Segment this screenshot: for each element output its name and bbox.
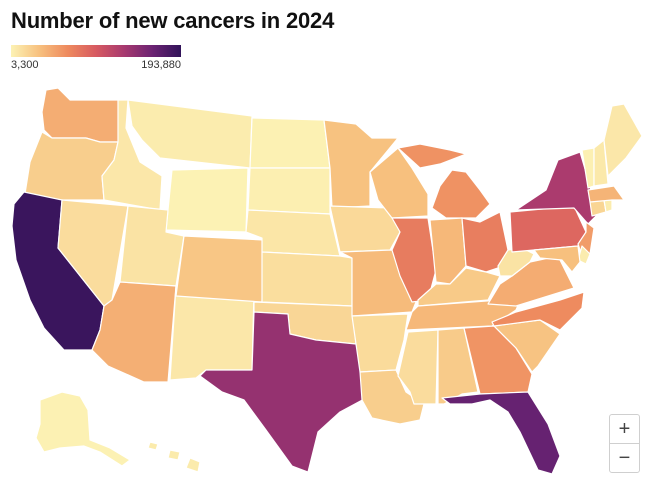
state-pennsylvania[interactable]	[509, 205, 587, 253]
state-north-carolina[interactable]	[491, 291, 585, 331]
state-new-hampshire[interactable]	[593, 139, 609, 187]
state-montana[interactable]	[127, 99, 253, 169]
state-connecticut[interactable]	[589, 199, 607, 217]
map-title: Number of new cancers in 2024	[11, 8, 335, 33]
legend-min-label: 3,300	[11, 59, 39, 71]
state-illinois[interactable]	[391, 217, 437, 303]
legend-max-label: 193,880	[141, 59, 181, 71]
state-massachusetts[interactable]	[587, 185, 625, 203]
state-colorado[interactable]	[175, 235, 265, 303]
us-states-map	[11, 87, 643, 475]
zoom-controls: + −	[609, 414, 640, 473]
state-arkansas[interactable]	[351, 313, 409, 373]
zoom-in-button[interactable]: +	[618, 417, 631, 440]
state-alaska[interactable]	[35, 391, 131, 467]
state-south-dakota[interactable]	[247, 167, 331, 215]
state-north-dakota[interactable]	[249, 117, 331, 169]
state-maryland[interactable]	[533, 245, 581, 273]
state-washington[interactable]	[41, 87, 125, 143]
color-legend: 3,300 193,880	[11, 45, 181, 71]
state-kansas[interactable]	[261, 251, 353, 307]
state-texas[interactable]	[199, 311, 367, 473]
state-maine[interactable]	[603, 103, 643, 177]
legend-gradient-bar	[11, 45, 181, 57]
state-florida[interactable]	[441, 391, 561, 475]
state-rhode-island[interactable]	[603, 199, 613, 213]
state-arizona[interactable]	[91, 281, 177, 383]
zoom-out-button[interactable]: −	[610, 443, 639, 472]
state-wisconsin[interactable]	[369, 147, 429, 219]
state-wyoming[interactable]	[165, 167, 249, 233]
state-hawaii[interactable]	[147, 441, 201, 473]
state-iowa[interactable]	[329, 205, 401, 253]
state-indiana[interactable]	[429, 217, 467, 285]
legend-labels: 3,300 193,880	[11, 59, 181, 71]
